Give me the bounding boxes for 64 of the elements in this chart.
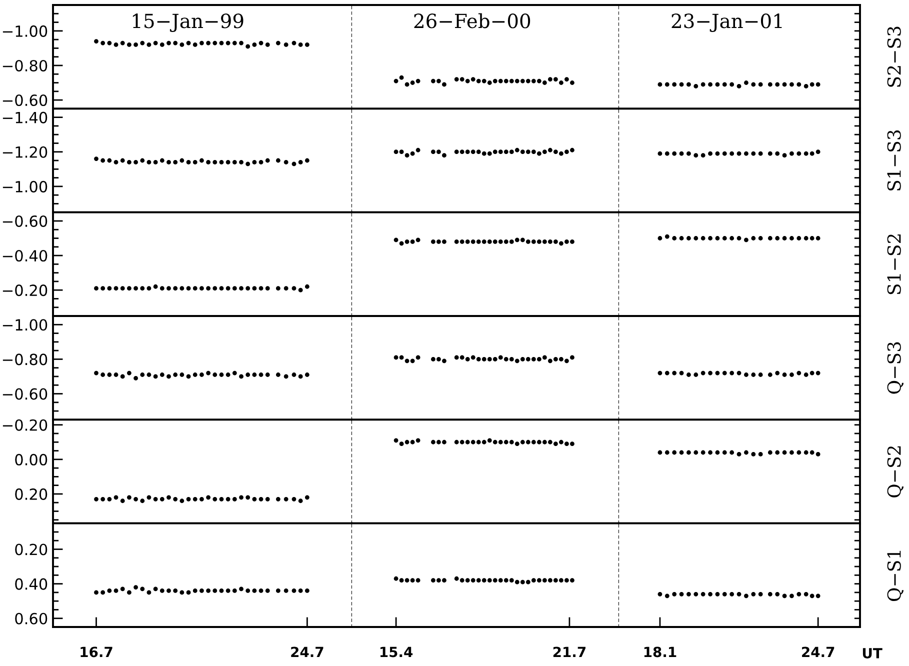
y-tick-label: 0.00 [15, 454, 48, 466]
x-tick-label: 24.7 [802, 646, 834, 657]
y2-axis-title: Q−S2 [887, 446, 904, 498]
point [482, 78, 486, 84]
point [553, 77, 558, 82]
point [531, 78, 536, 84]
point [454, 77, 459, 82]
y2-axis-title: Q−S3 [887, 342, 904, 394]
point [514, 78, 520, 84]
x-axis-title: UT [862, 648, 882, 658]
y-tick-label: −0.80 [2, 60, 48, 72]
point [431, 78, 436, 84]
point [399, 75, 404, 80]
x-tick-label: 21.7 [553, 646, 586, 657]
point [559, 80, 564, 85]
point [470, 77, 476, 82]
y-tick-label: −1.40 [2, 112, 48, 124]
y-tick-label: −1.00 [2, 319, 48, 331]
point [476, 78, 481, 84]
point [416, 78, 420, 84]
y-tick-label: 0.60 [15, 612, 48, 624]
y-tick-label: −0.80 [2, 354, 48, 366]
point [542, 80, 547, 85]
point [520, 78, 525, 84]
point [570, 80, 574, 85]
point [526, 78, 530, 84]
x-tick-label: 24.7 [291, 646, 324, 657]
point [504, 78, 508, 84]
y-tick-label: −0.20 [2, 284, 48, 296]
chart-title: 26−Feb−00 [414, 13, 530, 28]
point [410, 80, 415, 85]
y2-axis-title: Q−S1 [887, 550, 904, 602]
point [492, 78, 498, 84]
y2-axis-title: S1−S3 [887, 130, 901, 190]
point [498, 78, 503, 84]
y-tick-label: −1.00 [2, 25, 48, 37]
y-tick-label: −0.40 [2, 250, 48, 262]
point [564, 77, 569, 82]
point [394, 78, 398, 84]
point [509, 78, 514, 84]
y-tick-label: 0.20 [15, 488, 48, 500]
point [548, 77, 552, 82]
y-tick-label: −1.20 [2, 146, 48, 158]
point [460, 77, 464, 82]
point [465, 78, 470, 84]
y-tick-label: −0.60 [2, 388, 48, 400]
y2-axis-title: S1−S2 [887, 234, 901, 294]
point [442, 82, 446, 87]
y-tick-label: 0.40 [15, 578, 48, 590]
point [404, 82, 410, 87]
point [487, 80, 492, 85]
y-tick-label: −0.20 [2, 419, 48, 431]
x-tick-label: 15.4 [380, 646, 413, 658]
y-tick-label: 0.20 [15, 544, 48, 556]
chart-title: 15−Jan−99 [132, 14, 244, 32]
y2-axis-title: S2−S3 [887, 26, 901, 87]
x-tick-label: 16.7 [80, 646, 112, 658]
y-tick-label: −0.60 [2, 94, 48, 106]
point [436, 78, 441, 84]
point [536, 78, 542, 84]
y-tick-label: −1.00 [2, 180, 48, 192]
x-tick-label: 18.1 [644, 646, 676, 658]
y-tick-label: −0.60 [2, 215, 48, 227]
chart-title: 23−Jan−01 [672, 14, 782, 32]
